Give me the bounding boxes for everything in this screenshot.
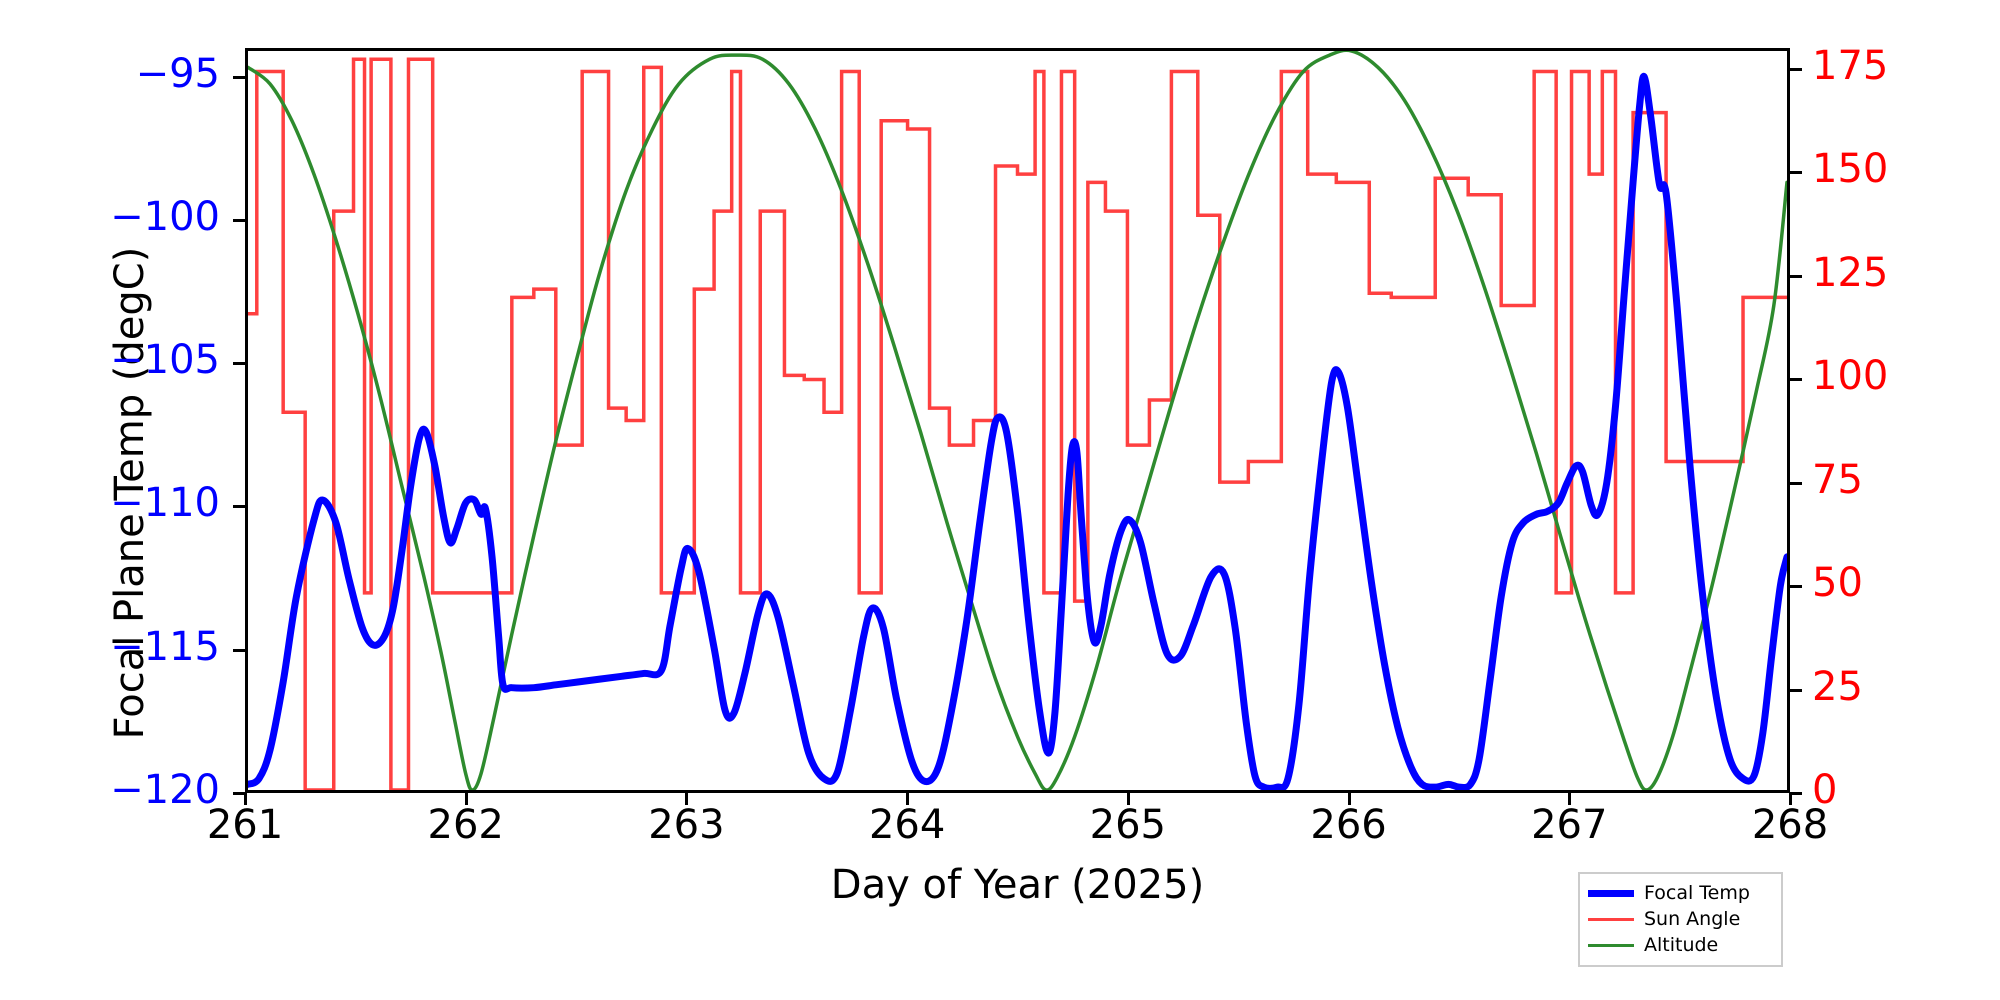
- y-tick-label-right: 25: [1812, 663, 1863, 710]
- legend-color-swatch: [1588, 889, 1634, 897]
- y-tick-mark-left: [233, 505, 245, 509]
- x-tick-mark: [1126, 793, 1130, 805]
- x-tick-label: 265: [1089, 802, 1167, 848]
- y-tick-mark-right: [1790, 481, 1802, 485]
- y-tick-label-right: 0: [1812, 767, 1838, 813]
- y-tick-mark-left: [233, 792, 245, 795]
- legend-item[interactable]: Focal Temp: [1588, 880, 1773, 906]
- x-tick-label: 268: [1751, 802, 1829, 848]
- legend-item[interactable]: Altitude: [1588, 932, 1773, 958]
- y-tick-mark-right: [1790, 67, 1802, 71]
- series-line-focal-temp: [248, 76, 1787, 788]
- y-tick-label-left: −95: [135, 50, 220, 97]
- legend-label: Altitude: [1644, 934, 1719, 956]
- x-tick-mark: [906, 793, 910, 805]
- y-tick-label-right: 175: [1812, 42, 1889, 89]
- y-tick-label-left: −115: [110, 623, 220, 670]
- y-tick-label-right: 100: [1812, 353, 1889, 400]
- series-line-sun-angle: [248, 59, 1787, 790]
- legend: Focal Temp Sun Angle Altitude: [1578, 872, 1783, 967]
- plot-area: [245, 48, 1790, 793]
- y-tick-label-right: 75: [1812, 456, 1863, 503]
- x-tick-label: 267: [1531, 802, 1608, 848]
- x-tick-mark: [464, 793, 468, 805]
- x-tick-label: 263: [648, 802, 725, 848]
- y-tick-label-left: −105: [110, 337, 220, 384]
- x-tick-mark: [244, 793, 247, 805]
- y-tick-label-right: 50: [1812, 560, 1863, 607]
- x-tick-label: 261: [206, 802, 284, 848]
- x-axis-label: Day of Year (2025): [830, 862, 1205, 908]
- y-tick-mark-right: [1790, 274, 1802, 278]
- x-tick-mark: [1568, 793, 1572, 805]
- y-tick-mark-left: [233, 648, 245, 652]
- legend-color-swatch: [1588, 917, 1634, 921]
- y-tick-mark-right: [1790, 688, 1802, 692]
- y-tick-mark-right: [1790, 378, 1802, 382]
- x-tick-mark: [685, 793, 689, 805]
- legend-label: Sun Angle: [1644, 908, 1741, 930]
- x-tick-label: 262: [427, 802, 504, 848]
- plot-svg: [248, 51, 1787, 790]
- legend-color-swatch: [1588, 943, 1634, 947]
- x-tick-label: 264: [868, 802, 946, 848]
- y-tick-mark-right: [1790, 171, 1802, 175]
- x-tick-mark: [1347, 793, 1351, 805]
- x-tick-mark: [1789, 793, 1792, 805]
- y-tick-mark-left: [233, 218, 245, 222]
- x-tick-label: 266: [1310, 802, 1387, 848]
- y-tick-mark-right: [1790, 585, 1802, 589]
- y-tick-label-left: −120: [110, 767, 220, 813]
- y-tick-label-left: −100: [110, 193, 220, 240]
- y-tick-label-right: 150: [1812, 146, 1889, 193]
- y-tick-mark-right: [1790, 792, 1802, 795]
- y-tick-mark-left: [233, 362, 245, 366]
- y-tick-mark-left: [233, 75, 245, 79]
- legend-item[interactable]: Sun Angle: [1588, 906, 1773, 932]
- y-tick-label-left: −110: [110, 480, 220, 527]
- legend-label: Focal Temp: [1644, 882, 1750, 904]
- y-tick-label-right: 125: [1812, 249, 1889, 296]
